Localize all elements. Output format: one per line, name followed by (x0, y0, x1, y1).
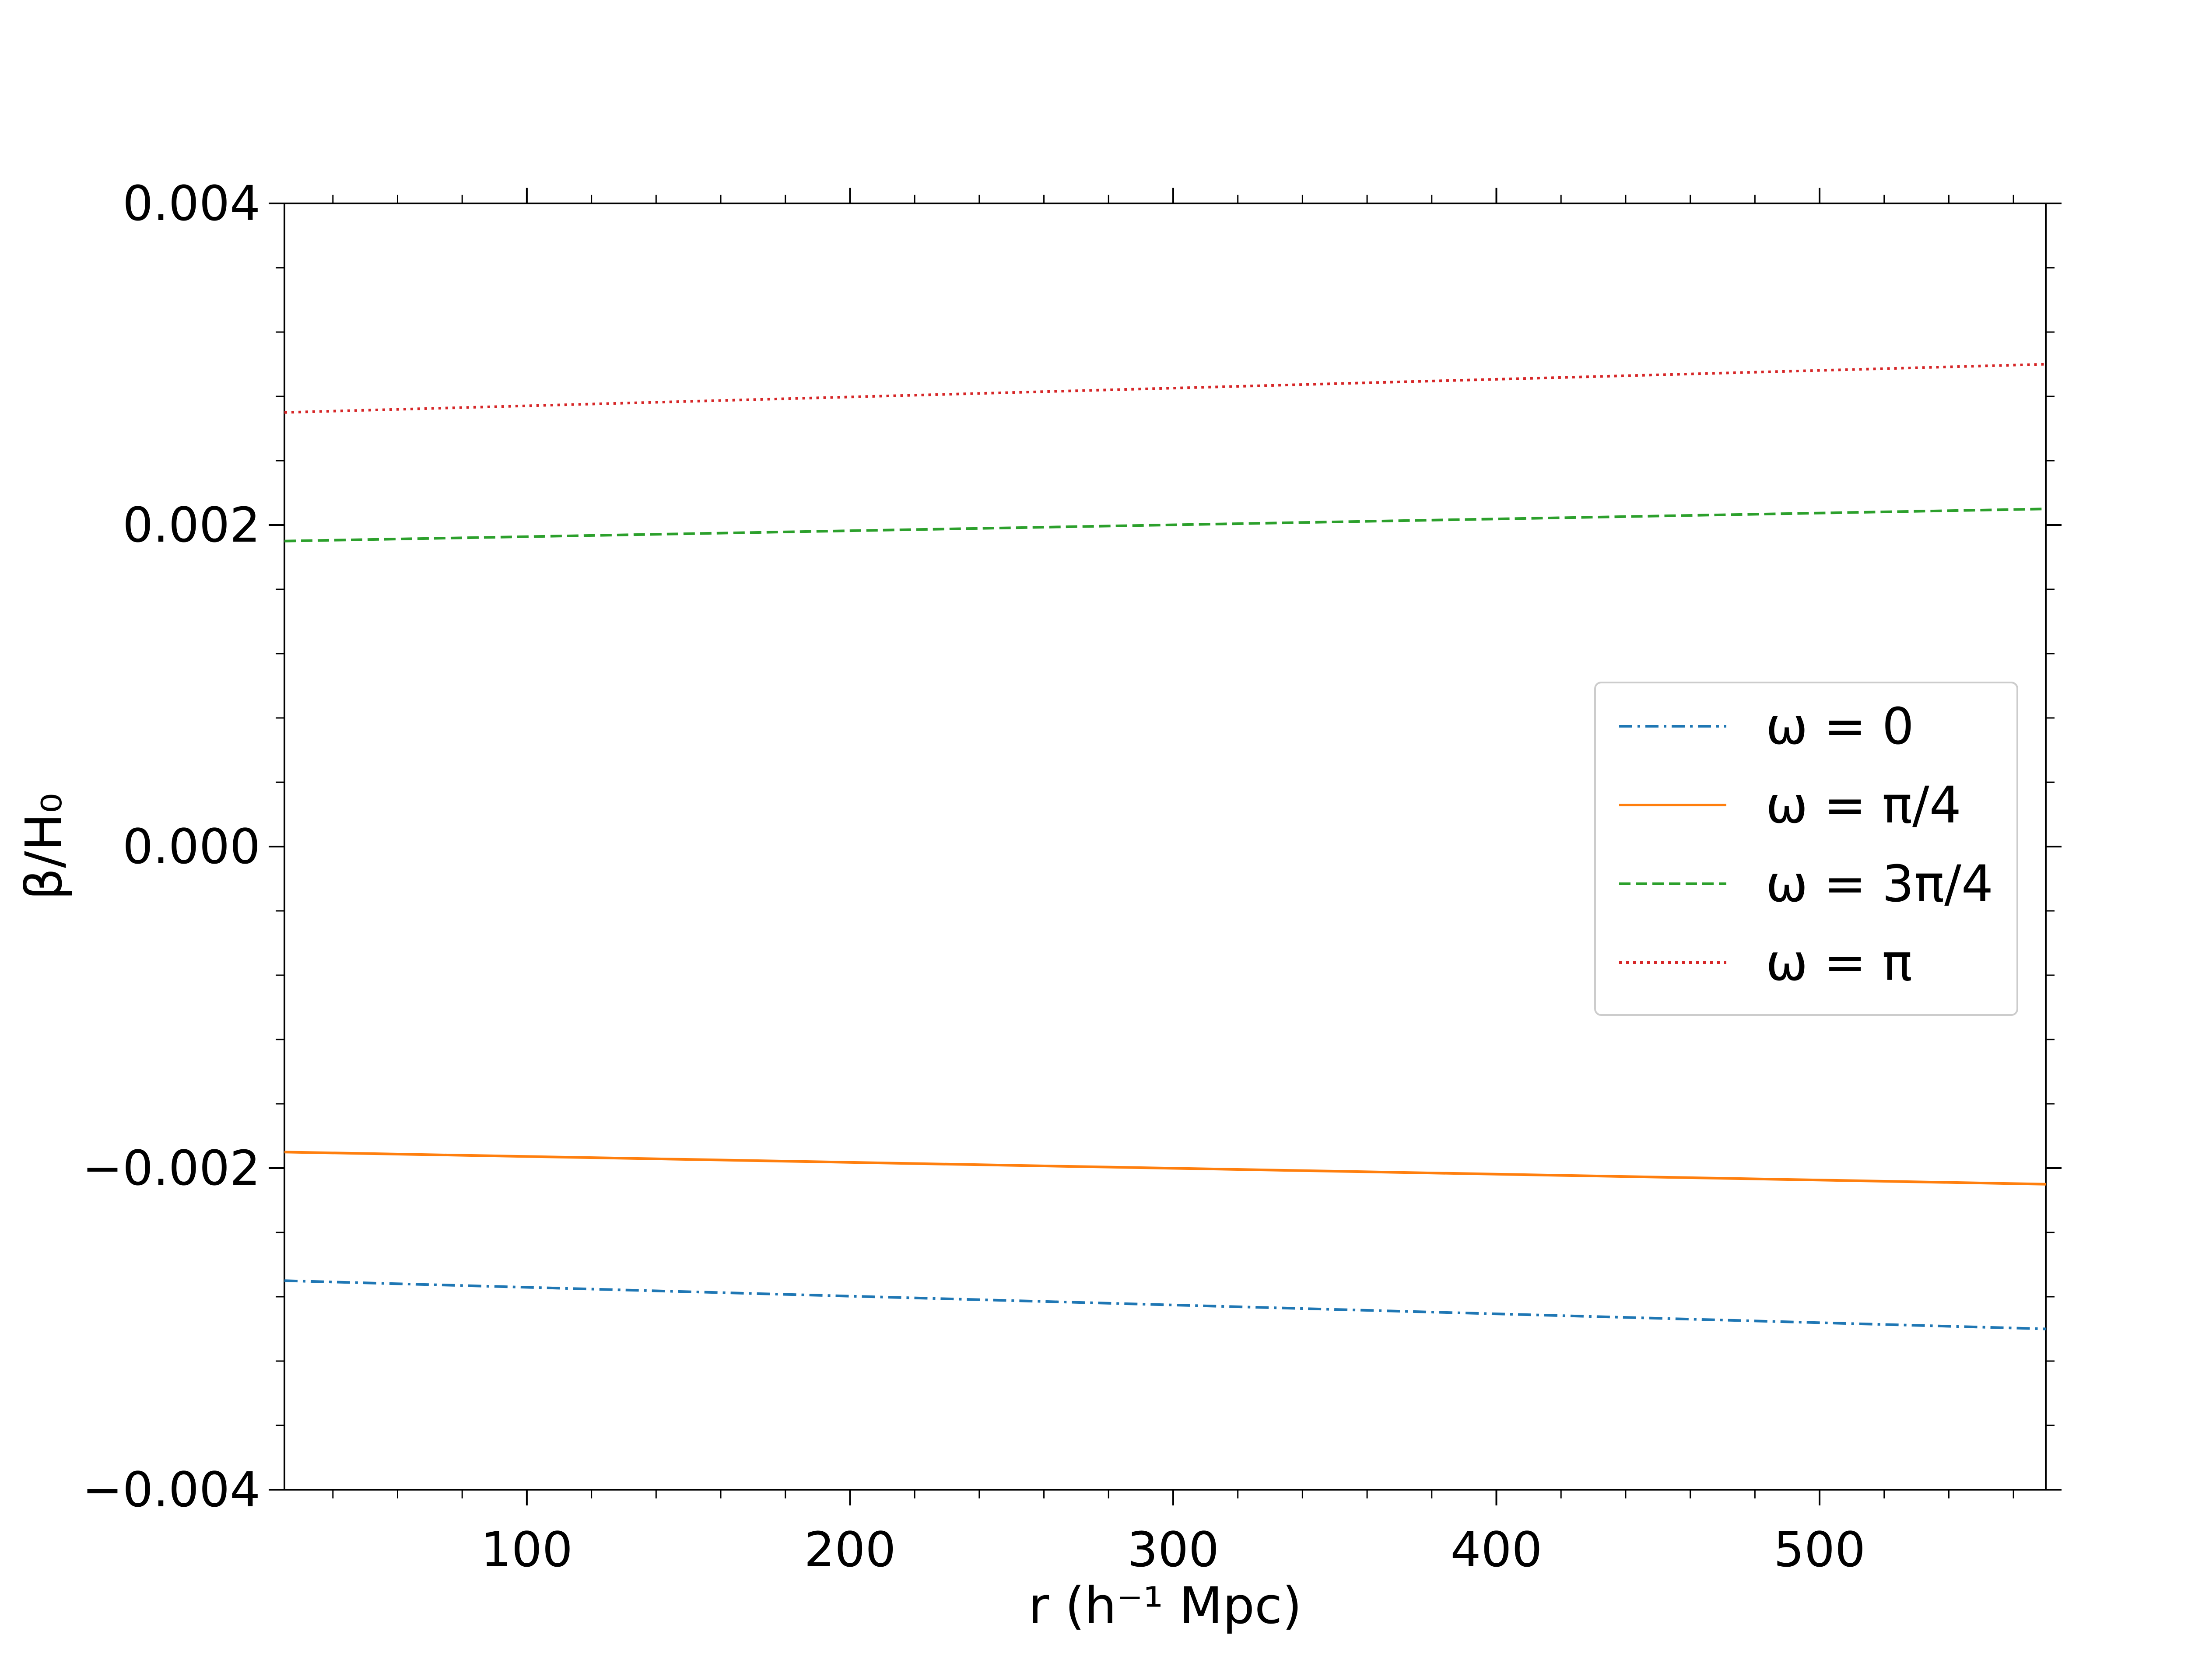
y-axis-label: β/H₀ (15, 793, 74, 900)
series-line (284, 363, 2046, 414)
x-tick-label: 400 (1451, 1522, 1543, 1578)
legend-label: ω = 3π/4 (1766, 855, 1993, 914)
legend-label: ω = π (1766, 934, 1912, 992)
x-tick-label: 200 (804, 1522, 896, 1578)
series-line (284, 508, 2046, 542)
legend-box (1594, 682, 2018, 1016)
series-lines (284, 363, 2046, 1330)
x-axis-label: r (h⁻¹ Mpc) (1028, 1577, 1302, 1635)
legend-label: ω = 0 (1766, 697, 1914, 756)
x-tick-label: 500 (1774, 1522, 1865, 1578)
y-tick-label: −0.004 (82, 1462, 260, 1518)
x-tick-label: 300 (1127, 1522, 1219, 1578)
legend-label: ω = π/4 (1766, 776, 1961, 835)
axis-ticks (269, 188, 2062, 1505)
series-line (284, 1151, 2046, 1186)
x-tick-label: 100 (481, 1522, 573, 1578)
y-tick-label: −0.002 (82, 1140, 260, 1196)
legend: ω = 0 ω = π/4 ω = 3π/4 ω = π (1594, 682, 2018, 1016)
y-tick-label: 0.002 (123, 497, 260, 553)
y-tick-label: 0.004 (123, 175, 260, 231)
y-tick-label: 0.000 (123, 819, 260, 875)
series-line (284, 1279, 2046, 1330)
axis-tick-labels: 100 200 300 400 500 −0.004 −0.002 0.000 0.002 0.0… (82, 175, 1865, 1578)
